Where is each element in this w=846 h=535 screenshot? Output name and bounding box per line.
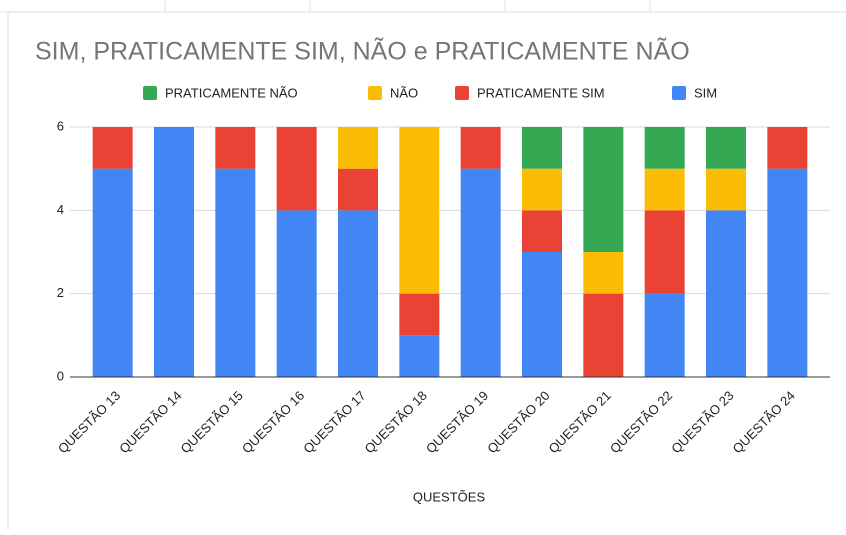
bar-segment — [215, 127, 256, 169]
bar-segment — [399, 293, 440, 336]
bar-segment — [522, 127, 562, 169]
y-tick-label: 4 — [57, 202, 64, 217]
bar-segment — [92, 168, 133, 377]
bar-segment — [338, 127, 378, 169]
bar-segment — [583, 127, 624, 252]
y-tick-label: 0 — [57, 368, 64, 383]
bar-segment — [522, 252, 562, 377]
legend-swatch — [368, 86, 382, 100]
bar-segment — [92, 127, 133, 169]
bar-segment — [706, 127, 746, 169]
legend-swatch — [143, 86, 157, 100]
bar-segment — [154, 127, 194, 377]
bar-segment — [399, 127, 440, 294]
bar-segment — [644, 127, 685, 169]
bar-segment — [460, 168, 501, 377]
bar-segment — [276, 210, 317, 377]
bar-segment — [767, 127, 808, 169]
bar-segment — [767, 168, 808, 377]
bar-segment — [644, 210, 685, 294]
bar-segment — [522, 210, 562, 252]
bar-segment — [399, 335, 440, 377]
chart-title: SIM, PRATICAMENTE SIM, NÃO e PRATICAMENT… — [35, 37, 690, 66]
bar-segment — [338, 210, 378, 377]
y-tick-label: 2 — [57, 285, 64, 300]
bar-segment — [215, 168, 256, 377]
x-axis-title: QUESTÕES — [413, 489, 486, 504]
legend-label: PRATICAMENTE SIM — [477, 85, 605, 100]
bar-segment — [276, 127, 317, 211]
bar-segment — [338, 168, 378, 211]
y-tick-label: 6 — [57, 118, 64, 133]
bar-segment — [460, 127, 501, 169]
bar-segment — [644, 293, 685, 377]
bar-segment — [583, 252, 624, 294]
legend-label: NÃO — [390, 85, 418, 100]
legend-swatch — [455, 86, 469, 100]
bar-segment — [706, 210, 746, 377]
bar-segment — [522, 168, 562, 211]
legend-label: SIM — [694, 85, 717, 100]
bar-segment — [644, 168, 685, 211]
legend-label: PRATICAMENTE NÃO — [165, 85, 298, 100]
bar-segment — [706, 168, 746, 211]
legend-swatch — [672, 86, 686, 100]
bar-segment — [583, 293, 624, 377]
